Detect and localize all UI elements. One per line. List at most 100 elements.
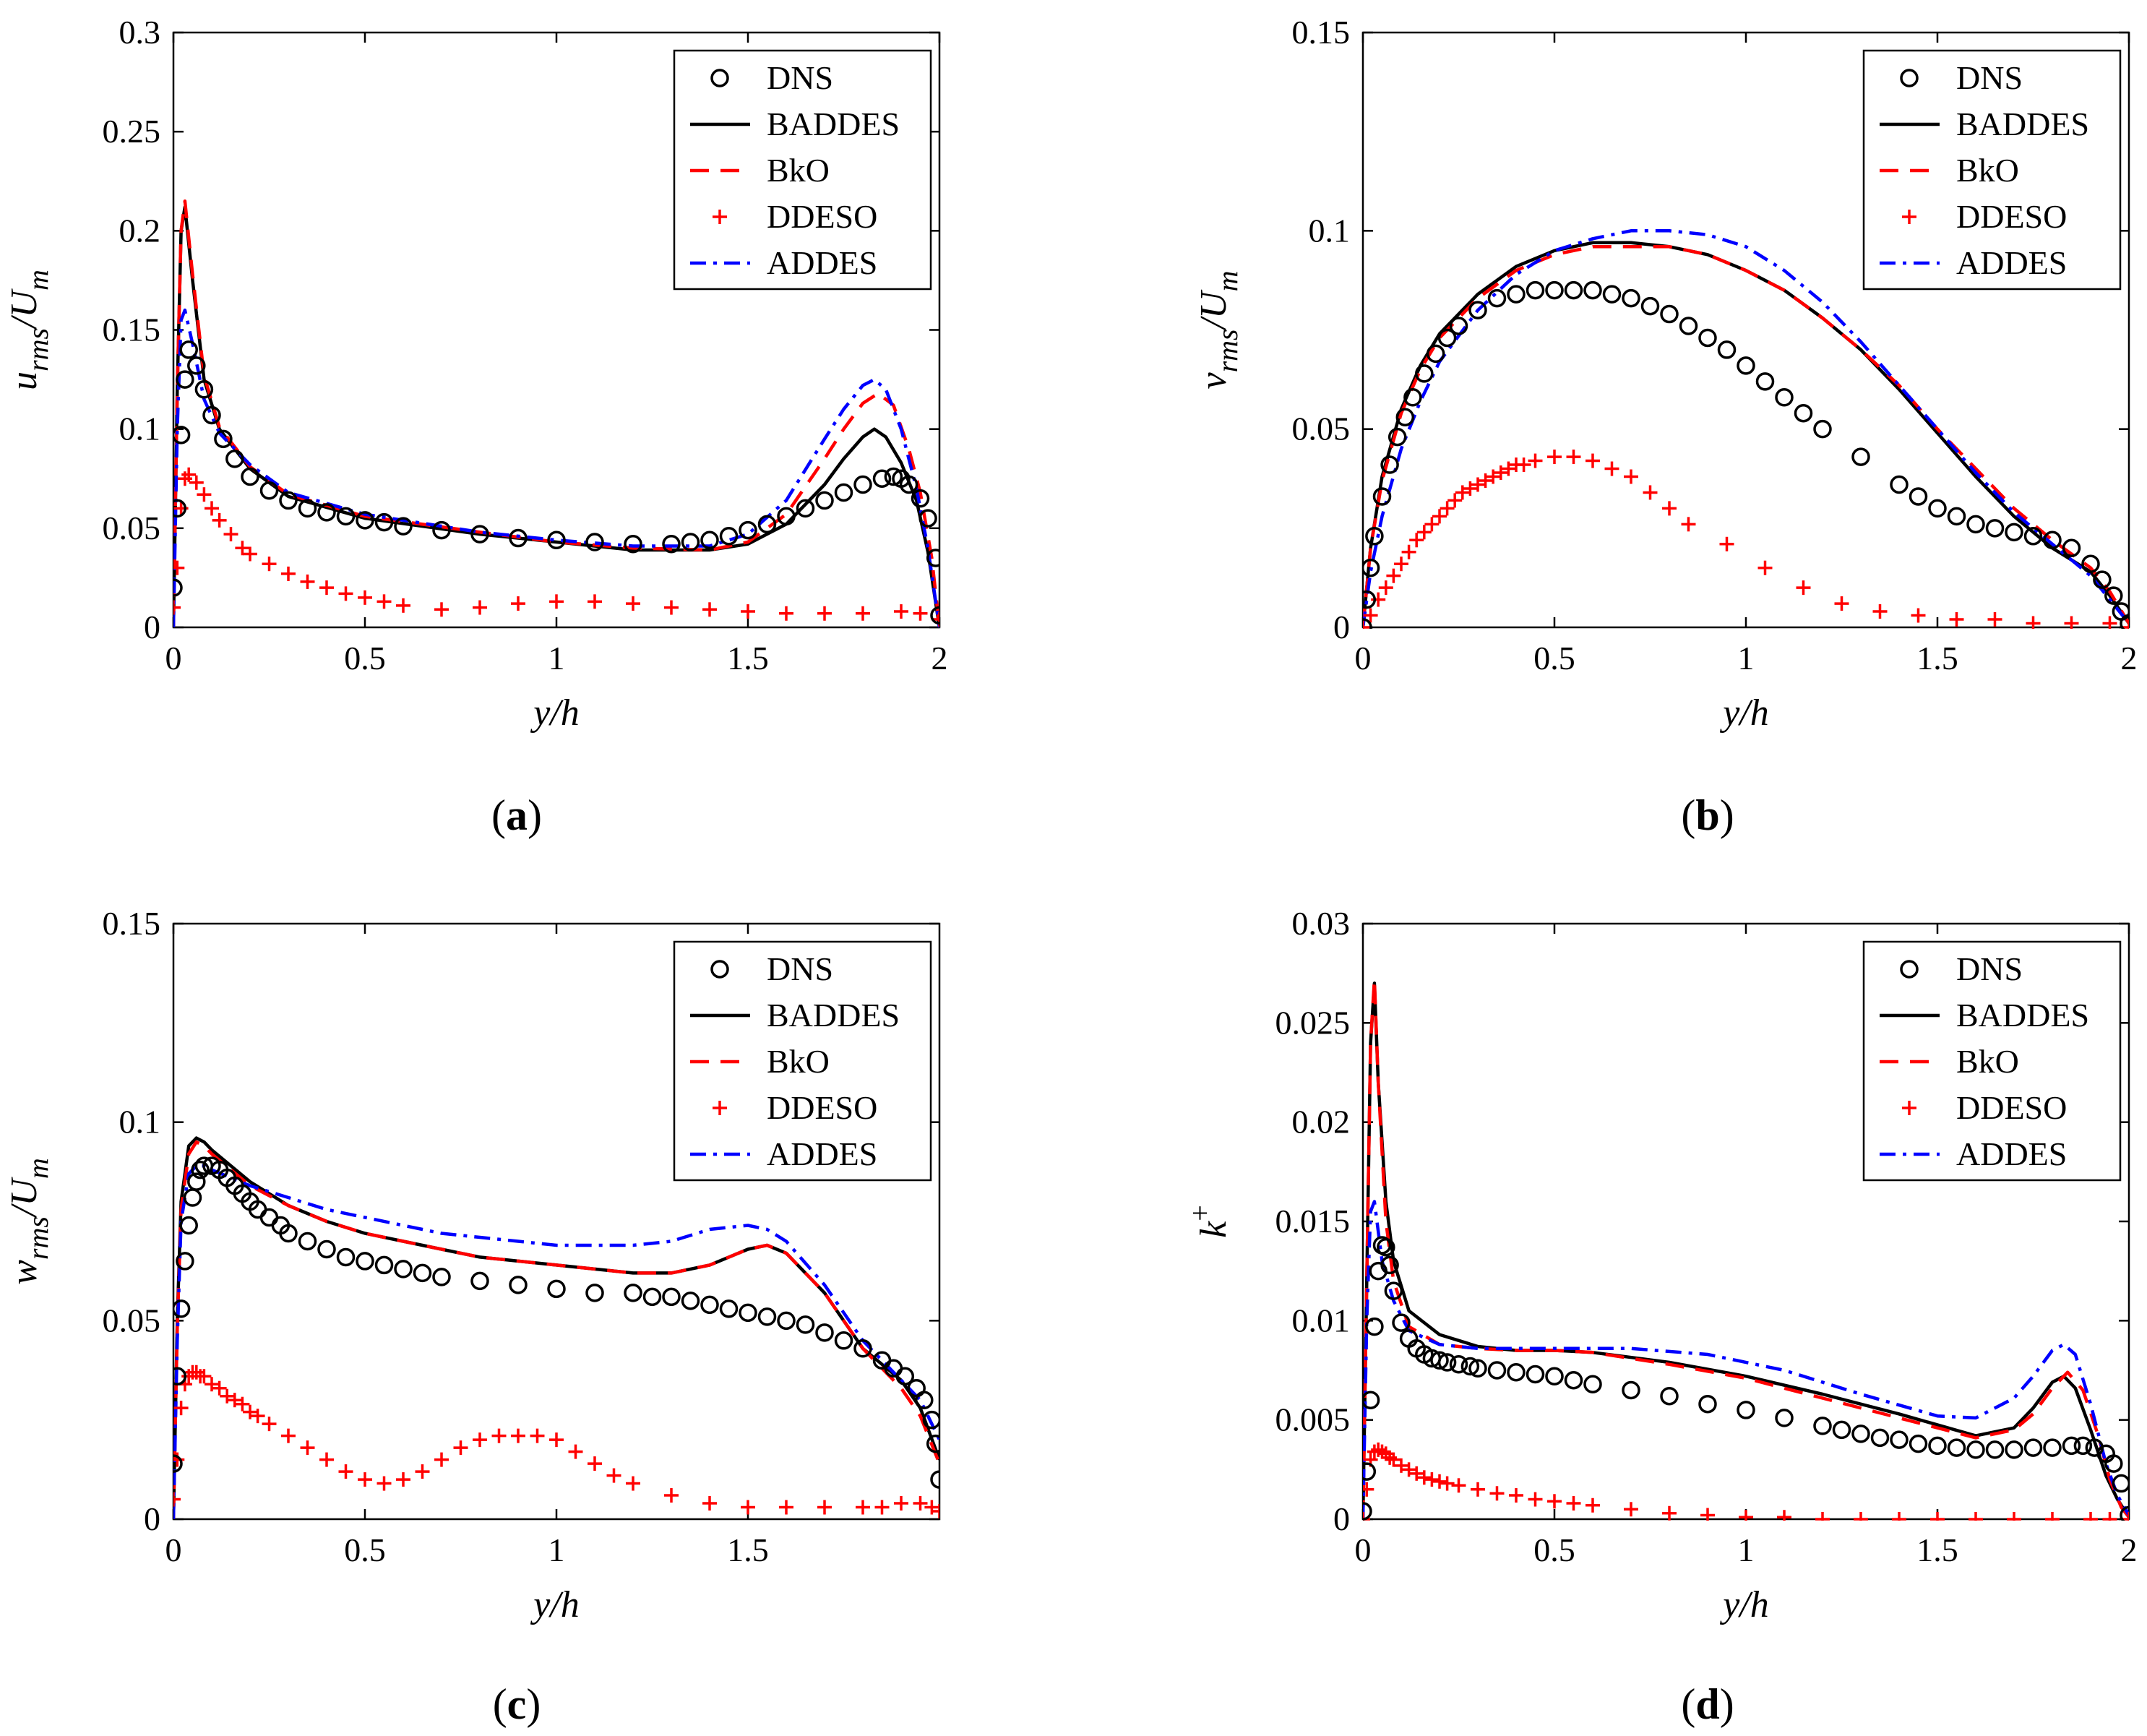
series-point-dns [1387, 427, 1407, 447]
series-point-dns [1365, 527, 1384, 546]
legend-label-dns: DNS [1956, 950, 2023, 987]
series-point-ddeso [1371, 592, 1386, 607]
series-point-ddeso [189, 475, 204, 490]
x-axis-label: y/h [1719, 1584, 1769, 1625]
series-point-ddeso [173, 1492, 181, 1507]
series-point-ddeso [1872, 604, 1888, 619]
y-axis-label: urms/Um [4, 270, 54, 390]
series-point-ddeso [434, 602, 449, 617]
series-point-dns [796, 499, 815, 518]
series-point-dns [700, 530, 719, 550]
series-point-ddeso [181, 467, 197, 482]
series-point-dns [662, 535, 681, 554]
series-point-ddeso [549, 594, 564, 609]
x-tick-label: 0.5 [1533, 1531, 1575, 1568]
series-point-ddeso [779, 606, 793, 621]
series-point-dns [834, 483, 853, 502]
legend: DNS BADDES BkO DDESO ADDES [1862, 49, 2122, 291]
series-point-ddeso [817, 1500, 832, 1515]
series-point-dns [872, 469, 892, 488]
series-point-dns [1660, 1386, 1679, 1406]
series-point-dns [2023, 527, 2043, 546]
series-point-ddeso [1424, 1472, 1440, 1487]
series-point-dns [1583, 280, 1602, 300]
series-point-ddeso [2102, 616, 2117, 629]
series-point-dns [470, 525, 489, 543]
series-point-ddeso [1854, 1512, 1868, 1521]
series-point-dns [1698, 328, 1717, 348]
series-point-dns [1755, 372, 1775, 391]
series-point-ddeso [779, 1500, 793, 1515]
series-point-ddeso [1363, 1512, 1370, 1521]
series-point-dns [585, 1284, 604, 1302]
series-point-ddeso [2122, 620, 2129, 629]
series-point-dns [1622, 1380, 1640, 1400]
series-point-dns [336, 507, 356, 526]
series-point-dns [179, 340, 198, 359]
series-point-dns [2104, 1454, 2123, 1473]
y-tick-label: 0.025 [1275, 1004, 1351, 1041]
y-tick-label: 0.05 [103, 510, 161, 546]
series-point-dns [796, 1315, 815, 1334]
series-point-dns [853, 475, 872, 494]
series-point-dns [1602, 285, 1622, 304]
y-tick-label: 0.005 [1275, 1401, 1351, 1438]
series-point-ddeso [2122, 1512, 2129, 1521]
series-point-dns [777, 1311, 796, 1331]
panel-label: (b) [1681, 791, 1734, 839]
series-point-dns [642, 1287, 662, 1307]
series-point-dns [214, 429, 233, 449]
series-point-dns [1583, 1375, 1602, 1393]
series-point-ddeso [1432, 509, 1447, 524]
series-point-dns [1947, 1438, 1966, 1457]
series-point-dns [1660, 304, 1679, 324]
series-point-ddeso [1528, 1492, 1543, 1507]
series-point-dns [1363, 558, 1380, 577]
series-point-dns [1526, 280, 1545, 300]
series-point-ddeso [1547, 450, 1562, 465]
y-axis-label-den-sub: m [22, 270, 54, 291]
series-point-ddeso [894, 604, 908, 619]
series-point-dns [2073, 1436, 2093, 1456]
legend-label-bko: BkO [1956, 152, 2019, 189]
series-point-ddeso [1681, 517, 1696, 532]
series-point-ddeso [205, 501, 219, 516]
series-point-dns [1372, 487, 1392, 506]
series-point-ddeso [1363, 608, 1378, 623]
series-point-dns [1426, 344, 1445, 364]
series-point-ddeso [741, 604, 755, 619]
series-point-ddeso [741, 1500, 755, 1515]
series-point-dns [1640, 296, 1660, 316]
x-tick-label: 2 [2121, 1531, 2138, 1568]
series-point-dns [173, 578, 183, 597]
series-point-dns [1384, 1281, 1403, 1300]
legend-box [1862, 49, 2122, 291]
series-point-dns [279, 491, 298, 510]
y-tick-label: 0.1 [119, 411, 161, 447]
y-axis-label-den: /U [4, 1177, 45, 1219]
series-point-dns [1775, 388, 1794, 407]
series-point-dns [1737, 1401, 1755, 1419]
series-point-dns [202, 405, 221, 425]
chart-panel-b: 0 0.05 0.1 0.15 0 0.5 1 1.5 2 y/h vrms/Um DNS BADDES… [1193, 14, 2138, 839]
series-point-dns [1909, 487, 1928, 506]
series-point-dns [1851, 447, 1870, 466]
series-point-dns [298, 1232, 317, 1251]
series-point-ddeso [396, 1472, 410, 1487]
series-point-ddeso [262, 1417, 277, 1432]
series-point-dns [183, 1188, 202, 1207]
y-tick-label: 0.1 [1309, 212, 1351, 249]
legend-label-addes: ADDES [767, 1135, 877, 1172]
series-point-dns [173, 499, 187, 518]
legend-label-baddes: BADDES [1956, 997, 2089, 1034]
series-point-dns [1487, 1361, 1507, 1380]
series-point-dns [173, 1367, 187, 1385]
series-point-dns [2081, 554, 2100, 573]
y-tick-label: 0.2 [119, 212, 161, 249]
series-point-ddeso [1416, 525, 1432, 540]
series-point-ddeso [1394, 557, 1408, 572]
y-axis-label-main: u [4, 371, 45, 390]
series-point-dns [259, 481, 279, 500]
series-point-ddeso [1892, 1512, 1906, 1521]
